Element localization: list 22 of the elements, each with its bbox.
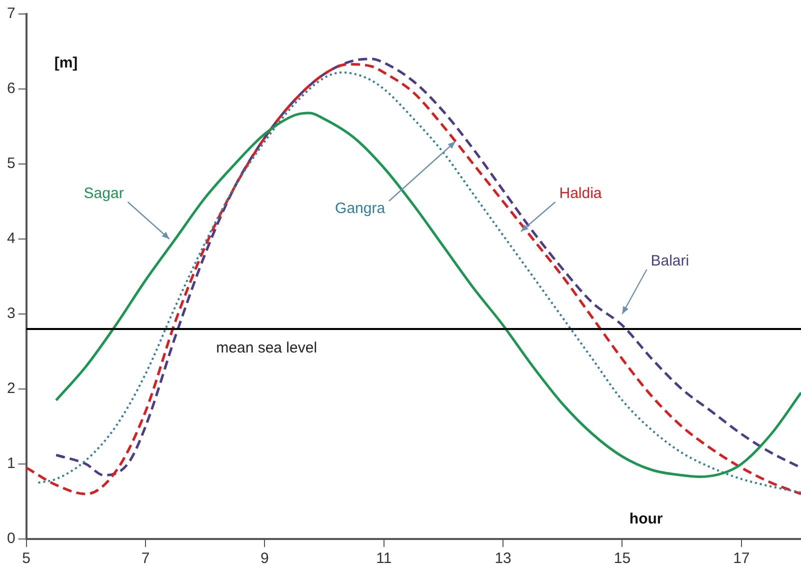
x-tick-label: 17 [733, 550, 750, 568]
y-tick-label: 1 [7, 455, 16, 472]
x-tick-label: 13 [494, 550, 512, 568]
x-tick-label: 5 [22, 550, 31, 568]
y-tick-label: 3 [7, 305, 16, 322]
text: Sagar [84, 185, 124, 202]
text: Haldia [559, 185, 602, 202]
y-tick-label: 6 [7, 80, 16, 98]
x-tick-label: 11 [376, 550, 392, 568]
x-tick-label: 7 [141, 550, 150, 568]
y-axis-title: [m] [54, 54, 78, 72]
x-tick-label: 9 [260, 550, 269, 568]
y-tick-label: 0 [7, 530, 16, 548]
y-tick-label: 7 [7, 5, 16, 22]
text: Gangra [335, 200, 386, 218]
ref-line-label: mean sea level [216, 340, 318, 357]
y-tick-label: 5 [7, 155, 16, 172]
x-tick-label: 15 [614, 550, 631, 568]
y-tick-label: 2 [7, 380, 16, 398]
y-tick-label: 4 [7, 230, 16, 248]
x-axis-title: hour [629, 510, 663, 528]
text: Balari [650, 252, 690, 270]
